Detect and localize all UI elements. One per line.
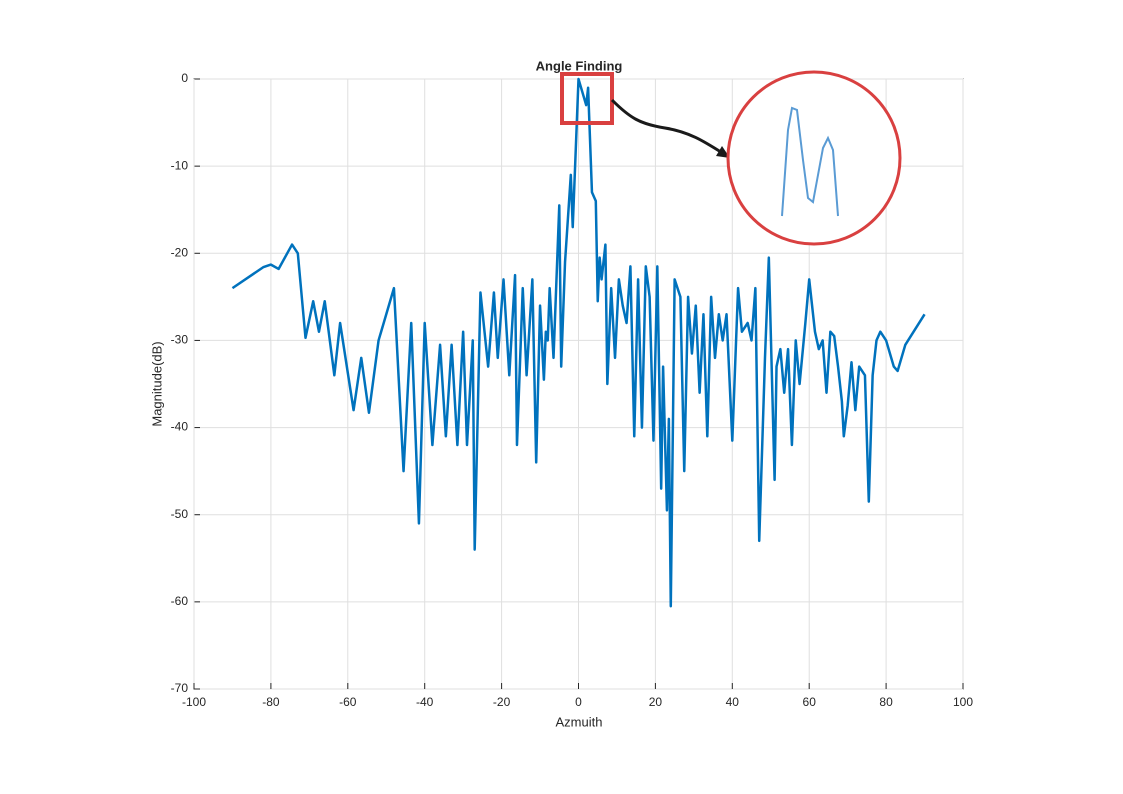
y-tick-label: -70 [171,681,189,695]
zoom-circle [726,70,902,246]
x-tick-label: 80 [879,695,893,709]
y-tick-label: -30 [171,333,189,347]
arrow-head [716,146,730,158]
x-tick-label: 0 [575,695,582,709]
y-tick-label: -40 [171,420,189,434]
chart-title: Angle Finding [536,58,623,73]
y-tick-label: -20 [171,245,189,259]
y-axis-label: Magnitude(dB) [149,341,164,426]
x-tick-label: 60 [803,695,817,709]
x-tick-label: -100 [182,695,206,709]
y-tick-label: -60 [171,594,189,608]
x-tick-label: 20 [649,695,663,709]
y-tick-label: -50 [171,507,189,521]
y-tick-label: 0 [181,71,188,85]
zoom-line [781,106,839,217]
x-axis-label: Azmuith [556,714,603,729]
x-tick-label: -40 [416,695,434,709]
x-tick-label: -80 [262,695,280,709]
marks: -70-60-50-40-30-20-100-100 -80 -60 -40 -20 0 2… [171,71,974,709]
highlight-box [560,72,614,125]
x-tick-label: -20 [493,695,511,709]
y-tick-label: -10 [171,158,189,172]
arrow [610,98,725,156]
data-line [231,77,926,608]
x-tick-label: 40 [726,695,740,709]
x-tick-label: -60 [339,695,357,709]
x-tick-label: 100 [953,695,973,709]
